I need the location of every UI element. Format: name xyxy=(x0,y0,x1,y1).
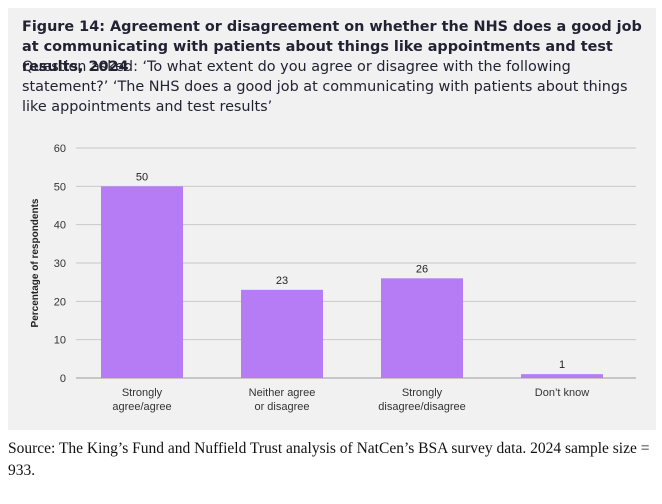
category-label: Don’t know xyxy=(535,387,589,399)
y-tick-label: 0 xyxy=(60,373,66,385)
y-axis-label: Percentage of respondents xyxy=(30,198,41,327)
y-tick-label: 50 xyxy=(54,181,66,193)
y-tick-label: 10 xyxy=(54,335,66,347)
bar xyxy=(381,278,463,378)
data-label: 23 xyxy=(276,275,288,287)
figure-question: Question asked: ‘To what extent do you a… xyxy=(22,59,628,115)
figure-title: Figure 14: Agreement or disagreement on … xyxy=(22,19,642,75)
bar xyxy=(241,289,323,378)
bar xyxy=(521,374,603,378)
category-label: Strongly disagree/disagree xyxy=(378,387,465,413)
source-note: Source: The King’s Fund and Nuffield Tru… xyxy=(8,440,650,479)
y-tick-label: 60 xyxy=(54,143,66,155)
y-tick-label: 30 xyxy=(54,258,66,270)
data-label: 26 xyxy=(416,263,428,275)
data-label: 1 xyxy=(559,359,565,371)
category-label: Strongly agree/agree xyxy=(112,387,171,413)
bar xyxy=(101,186,183,378)
bar-chart: 0 10 20 30 40 50 60 Percentage of respondents 50… xyxy=(30,143,636,413)
y-tick-label: 40 xyxy=(54,220,66,232)
category-label: Neither agree or disagree xyxy=(249,387,316,413)
data-label: 50 xyxy=(136,171,148,183)
y-tick-label: 20 xyxy=(54,296,66,308)
